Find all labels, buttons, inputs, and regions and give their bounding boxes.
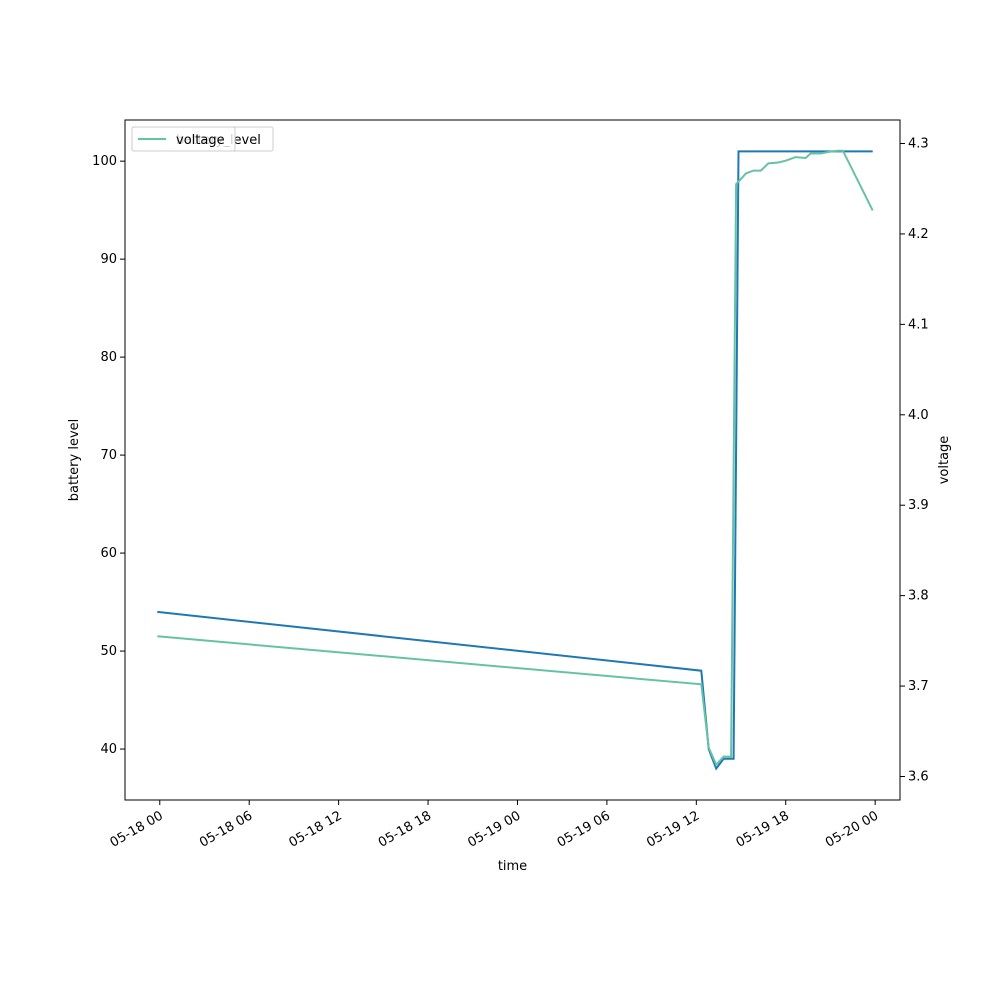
x-axis: 05-18 00 05-18 06 05-18 12 05-18 18 05-19 00…: [108, 800, 881, 851]
x-tick-label: 05-19 12: [644, 808, 702, 850]
x-tick-label: 05-18 06: [197, 808, 255, 850]
y-right-tick-label: 4.0: [908, 408, 929, 423]
y-axis-right-title: voltage: [937, 436, 952, 485]
y-left-tick-label: 100: [92, 154, 117, 169]
y-left-tick-label: 90: [100, 252, 117, 267]
legend-box: [131, 126, 236, 152]
y-right-tick-label: 3.7: [908, 679, 929, 694]
y-left-tick-label: 70: [100, 448, 117, 463]
y-right-tick-label: 4.3: [908, 137, 929, 152]
x-tick-label: 05-20 00: [823, 808, 881, 850]
y-right-tick-label: 3.6: [908, 769, 929, 784]
y-right-tick-label: 3.8: [908, 589, 929, 604]
x-tick-label: 05-19 00: [465, 808, 523, 850]
y-axis-left: 40 50 60 70 80 90 100: [92, 154, 125, 757]
y-axis-left-title: battery level: [67, 419, 82, 502]
x-tick-label: 05-19 18: [734, 808, 792, 850]
legend-voltage: voltage: [131, 126, 236, 152]
y-axis-right: 3.6 3.7 3.8 3.9 4.0 4.1 4.2 4.3: [900, 137, 929, 784]
plot-frame: [124, 119, 901, 801]
y-left-tick-label: 40: [100, 742, 117, 757]
series-layer: [157, 149, 874, 771]
y-left-tick-label: 80: [100, 350, 117, 365]
y-right-tick-label: 3.9: [908, 498, 929, 513]
x-tick-label: 05-19 06: [555, 808, 613, 850]
x-tick-label: 05-18 12: [286, 808, 344, 850]
y-right-tick-label: 4.1: [908, 317, 929, 332]
plot-area: 05-18 00 05-18 06 05-18 12 05-18 18 05-19 00…: [92, 119, 929, 851]
x-tick-label: 05-18 18: [376, 808, 434, 850]
y-left-tick-label: 60: [100, 546, 117, 561]
series-line-battery-level: [157, 150, 873, 771]
x-tick-label: 05-18 00: [108, 808, 166, 850]
series-line-voltage: [157, 149, 874, 767]
legend-entry-voltage: voltage: [176, 133, 225, 148]
y-left-tick-label: 50: [100, 644, 117, 659]
y-right-tick-label: 4.2: [908, 227, 929, 242]
x-axis-title: time: [498, 859, 527, 874]
